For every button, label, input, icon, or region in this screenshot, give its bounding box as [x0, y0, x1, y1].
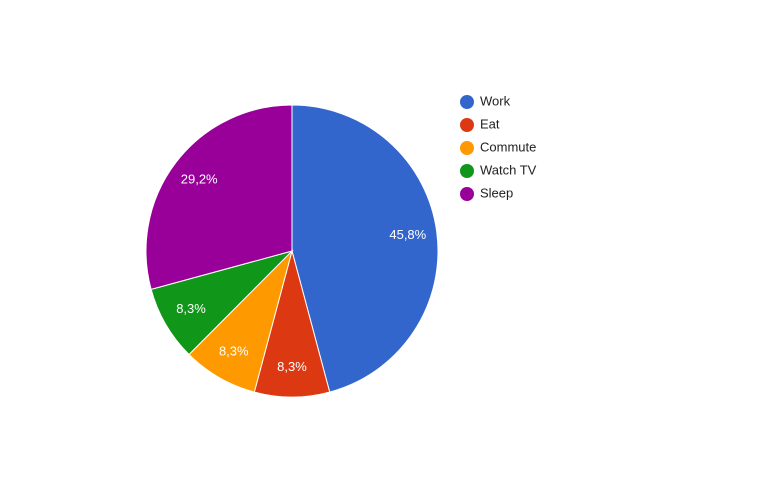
legend-swatch	[460, 118, 474, 132]
legend-label: Watch TV	[480, 162, 537, 177]
legend-swatch	[460, 95, 474, 109]
legend-swatch	[460, 164, 474, 178]
data-label: 8,3%	[277, 359, 307, 374]
legend-label: Commute	[480, 139, 536, 154]
data-label: 8,3%	[219, 344, 249, 359]
pie-slice	[145, 104, 293, 290]
legend-label: Eat	[480, 116, 500, 131]
legend-label: Sleep	[480, 185, 513, 200]
pie-slice	[291, 104, 439, 393]
data-label: 8,3%	[176, 301, 206, 316]
data-label: 29,2%	[181, 172, 218, 187]
legend-swatch	[460, 141, 474, 155]
data-label: 45,8%	[389, 227, 426, 242]
legend-label: Work	[480, 93, 511, 108]
legend-swatch	[460, 187, 474, 201]
